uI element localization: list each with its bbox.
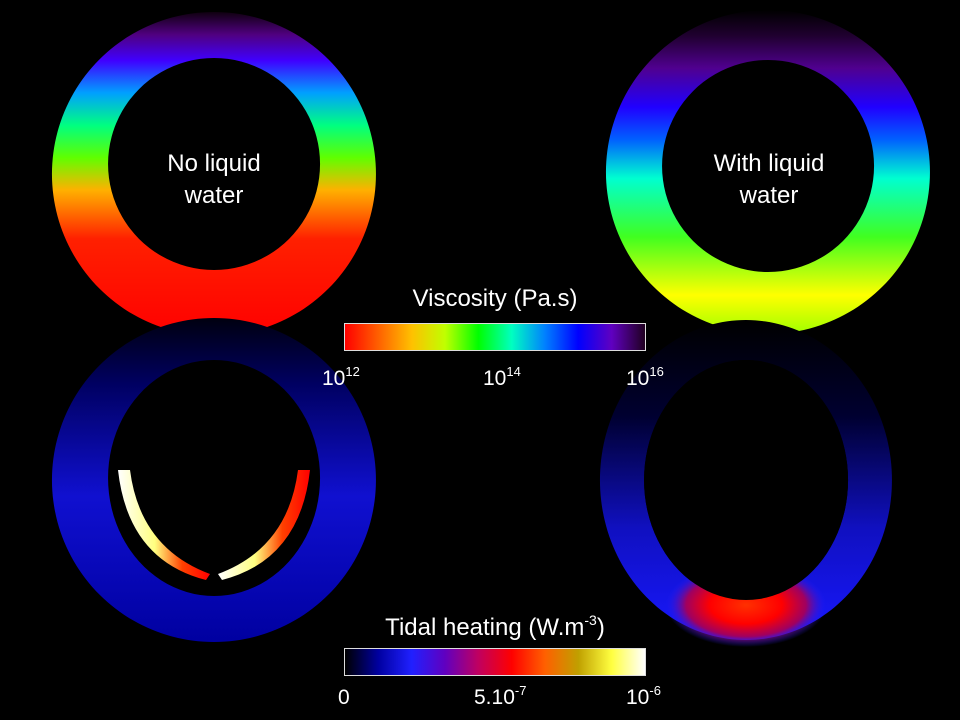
- viscosity-scale-title: Viscosity (Pa.s): [412, 285, 578, 312]
- viscosity-tick-min: 1012: [322, 364, 360, 390]
- label-no-liquid-water: No liquid water: [134, 148, 294, 212]
- heating-hotspot-left: [118, 470, 210, 580]
- heating-tick-mid: 5.10-7: [474, 683, 527, 709]
- viscosity-tick-mid: 1014: [483, 364, 521, 390]
- viscosity-ring-with-water: [605, 10, 930, 334]
- heating-hotspot-right: [218, 470, 310, 580]
- heating-tick-max: 10-6: [626, 683, 661, 709]
- heating-ring-no-water: [51, 318, 376, 642]
- label-line-2: water: [184, 182, 244, 209]
- label-line-1: No liquid: [167, 150, 261, 177]
- heating-colorbar: [344, 648, 646, 676]
- heating-tick-min: 0: [338, 686, 350, 709]
- label-with-liquid-water: With liquid water: [689, 148, 849, 212]
- inner-mask: [644, 360, 849, 600]
- label-line-1: With liquid: [713, 150, 825, 177]
- viscosity-tick-max: 1016: [626, 364, 664, 390]
- viscosity-ring-no-water: [51, 12, 376, 336]
- viscosity-colorbar: [344, 323, 646, 351]
- label-line-2: water: [739, 182, 799, 209]
- heating-scale-title: Tidal heating (W.m-3): [385, 612, 605, 641]
